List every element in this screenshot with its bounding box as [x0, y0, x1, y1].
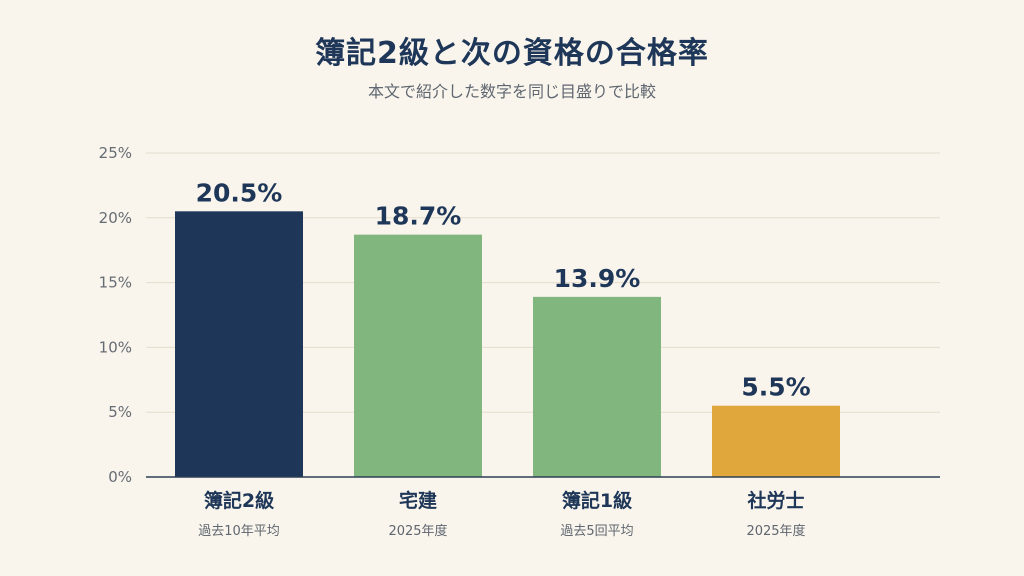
y-tick-label: 15% — [99, 274, 132, 292]
x-tick-label: 簿記1級 — [562, 489, 632, 512]
data-label: 13.9% — [554, 264, 641, 293]
x-tick-label: 簿記2級 — [204, 489, 274, 512]
bar — [175, 211, 303, 477]
data-label: 5.5% — [741, 373, 810, 402]
data-label: 18.7% — [375, 202, 462, 231]
y-tick-label: 0% — [108, 468, 132, 486]
chart-subtitle: 本文で紹介した数字を同じ目盛りで比較 — [367, 82, 656, 101]
chart-title: 簿記2級と次の資格の合格率 — [315, 36, 709, 71]
data-label: 20.5% — [196, 178, 283, 207]
bar — [712, 405, 840, 477]
x-tick-note: 2025年度 — [746, 523, 805, 539]
x-tick-label: 社労士 — [746, 489, 804, 512]
x-tick-note: 過去10年平均 — [198, 524, 280, 539]
y-tick-label: 5% — [108, 403, 132, 421]
x-tick-note: 2025年度 — [388, 523, 447, 539]
y-tick-label: 20% — [99, 209, 132, 227]
bar — [533, 296, 661, 477]
bar — [354, 234, 482, 477]
y-tick-label: 25% — [99, 144, 132, 162]
y-tick-label: 10% — [99, 338, 132, 356]
x-tick-note: 過去5回平均 — [560, 524, 633, 539]
x-tick-label: 宅建 — [399, 489, 437, 512]
